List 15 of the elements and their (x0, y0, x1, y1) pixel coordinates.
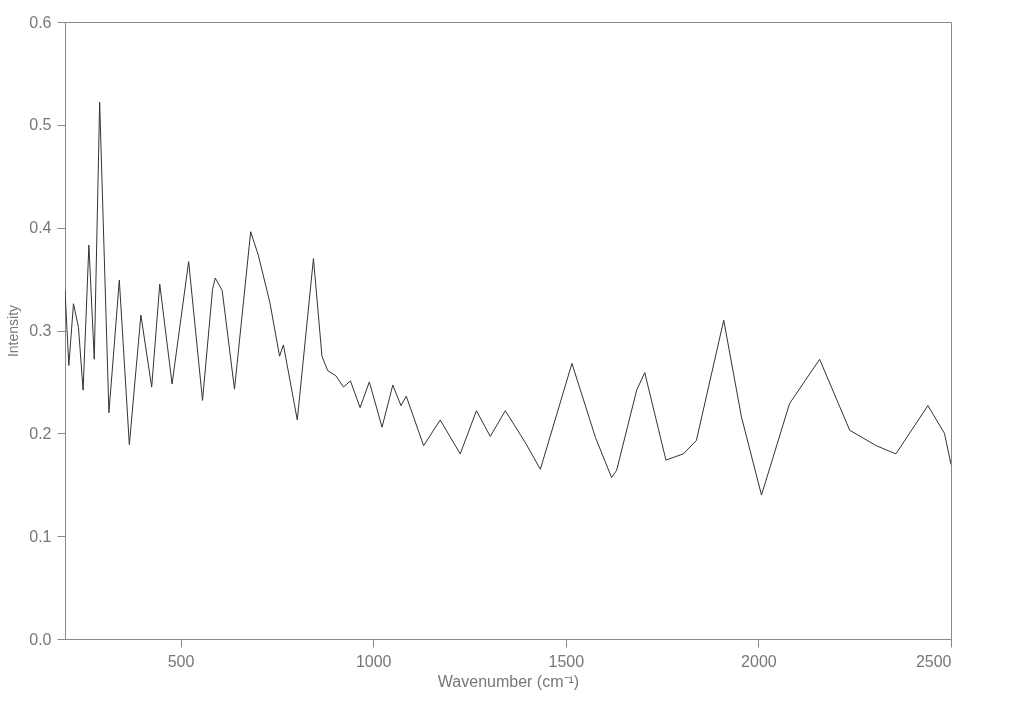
x-tick-label: 2500 (915, 652, 952, 670)
y-tick-label: 0.3 (29, 322, 52, 339)
y-tick-label: 0.5 (29, 116, 52, 134)
y-tick-label: 0.1 (29, 527, 52, 545)
x-tick-label: 1500 (548, 652, 585, 670)
y-tick-label: 0.4 (29, 219, 52, 237)
x-tick-label: 1000 (355, 652, 392, 670)
line-series (65, 101, 951, 496)
x-axis-title: Wavenumber (cm⁻¹) (437, 672, 580, 690)
x-tick-label: 2000 (741, 652, 777, 670)
y-axis-title: Intensity (5, 304, 22, 358)
y-tick-label: 0.6 (29, 13, 52, 31)
y-tick-label: 0.0 (29, 630, 52, 648)
y-tick-label: 0.2 (29, 424, 52, 442)
x-tick-label: 500 (167, 652, 195, 670)
